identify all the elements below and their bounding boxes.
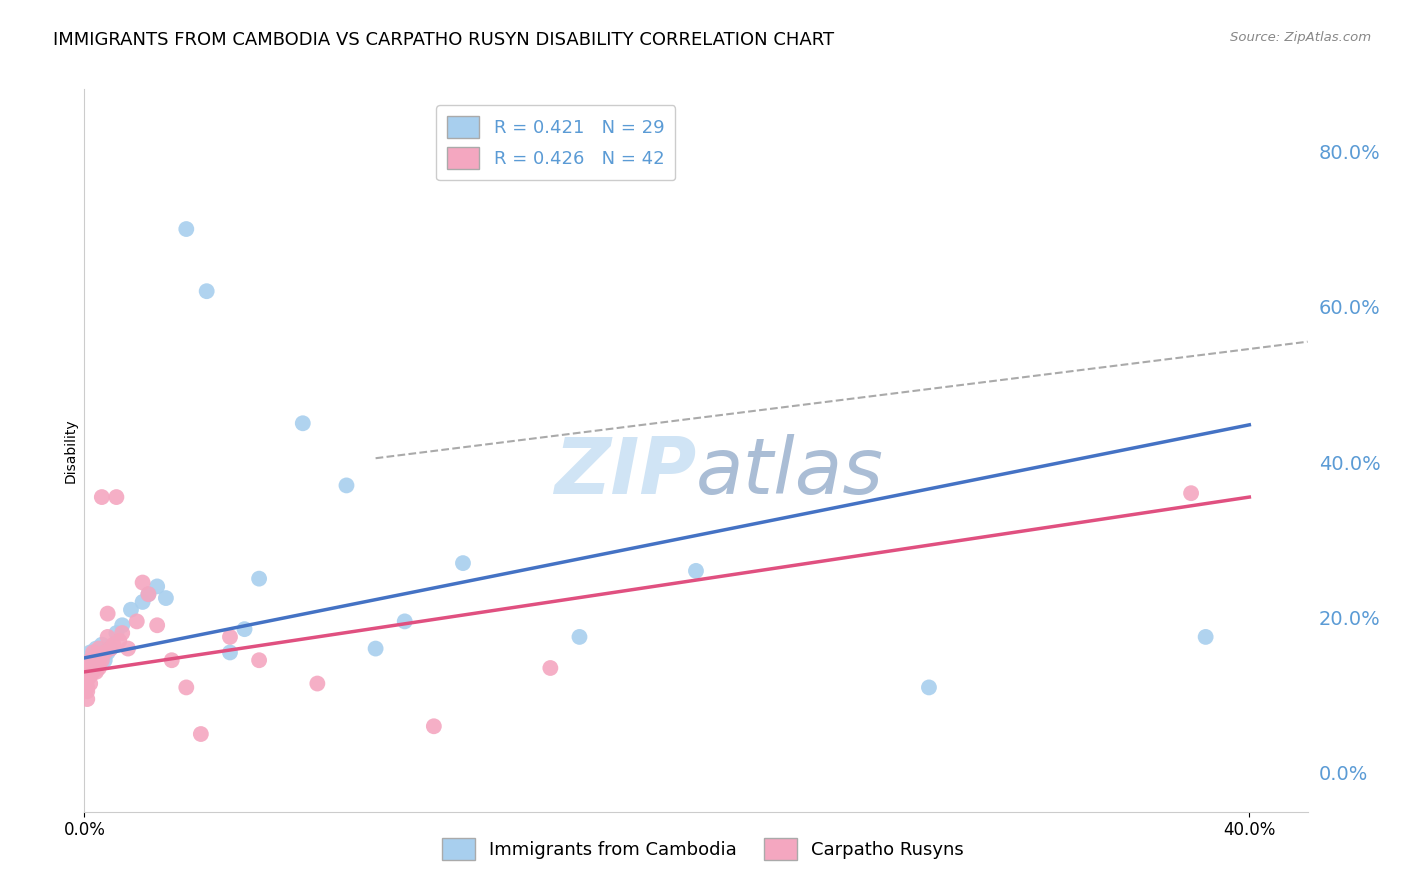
Point <box>82 657 104 672</box>
Point <box>93 653 115 667</box>
Point <box>76 692 98 706</box>
Point <box>100 641 122 656</box>
Point <box>79 676 101 690</box>
Point <box>111 626 134 640</box>
Point <box>97 630 120 644</box>
Point <box>76 681 98 695</box>
Point <box>82 645 104 659</box>
Point <box>146 579 169 593</box>
Point <box>174 222 197 236</box>
Point <box>364 641 387 656</box>
Text: ZIP: ZIP <box>554 434 696 510</box>
Point <box>84 649 107 664</box>
Point <box>174 681 197 695</box>
Point <box>79 669 101 683</box>
Point <box>568 630 591 644</box>
Y-axis label: Disability: Disability <box>63 418 77 483</box>
Point <box>76 661 98 675</box>
Point <box>108 633 131 648</box>
Point <box>84 665 107 679</box>
Point <box>195 284 218 298</box>
Point <box>105 490 128 504</box>
Point <box>451 556 474 570</box>
Point <box>307 676 329 690</box>
Point <box>111 618 134 632</box>
Point <box>247 572 270 586</box>
Legend: R = 0.421   N = 29, R = 0.426   N = 42: R = 0.421 N = 29, R = 0.426 N = 42 <box>436 105 675 180</box>
Point <box>138 587 160 601</box>
Legend: Immigrants from Cambodia, Carpatho Rusyns: Immigrants from Cambodia, Carpatho Rusyn… <box>434 830 972 867</box>
Point <box>120 603 142 617</box>
Point <box>82 653 104 667</box>
Point <box>125 615 148 629</box>
Point <box>155 591 177 605</box>
Text: IMMIGRANTS FROM CAMBODIA VS CARPATHO RUSYN DISABILITY CORRELATION CHART: IMMIGRANTS FROM CAMBODIA VS CARPATHO RUS… <box>53 31 835 49</box>
Point <box>76 673 98 687</box>
Point <box>76 684 98 698</box>
Point <box>138 587 160 601</box>
Point <box>1195 630 1218 644</box>
Point <box>291 417 314 431</box>
Point <box>394 615 416 629</box>
Point <box>146 618 169 632</box>
Point <box>87 661 110 675</box>
Point <box>100 641 122 656</box>
Point <box>335 478 357 492</box>
Point <box>87 649 110 664</box>
Point <box>190 727 212 741</box>
Point <box>105 626 128 640</box>
Point <box>160 653 183 667</box>
Point <box>918 681 941 695</box>
Point <box>538 661 561 675</box>
Text: atlas: atlas <box>696 434 884 510</box>
Text: Source: ZipAtlas.com: Source: ZipAtlas.com <box>1230 31 1371 45</box>
Point <box>233 622 256 636</box>
Point <box>1180 486 1202 500</box>
Point <box>87 653 110 667</box>
Point <box>79 645 101 659</box>
Point <box>219 630 242 644</box>
Point <box>93 645 115 659</box>
Point <box>84 657 107 672</box>
Point <box>87 641 110 656</box>
Point <box>117 641 139 656</box>
Point <box>219 645 242 659</box>
Point <box>97 645 120 659</box>
Point <box>131 595 153 609</box>
Point <box>131 575 153 590</box>
Point <box>90 490 112 504</box>
Point <box>82 665 104 679</box>
Point <box>84 641 107 656</box>
Point <box>685 564 707 578</box>
Point <box>247 653 270 667</box>
Point <box>90 653 112 667</box>
Point <box>97 607 120 621</box>
Point <box>90 638 112 652</box>
Point <box>79 661 101 675</box>
Point <box>79 653 101 667</box>
Point <box>423 719 446 733</box>
Point <box>103 638 125 652</box>
